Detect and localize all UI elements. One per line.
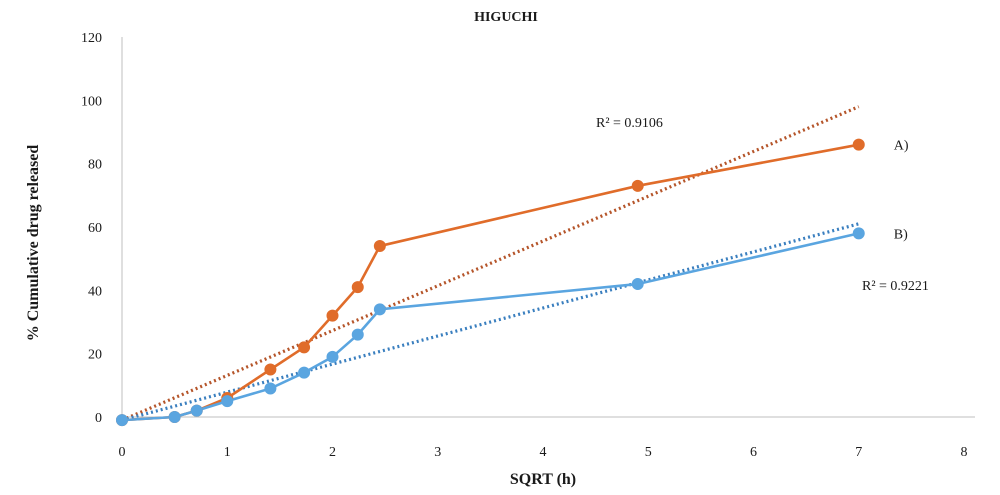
data-point-b xyxy=(116,414,128,427)
data-point-b xyxy=(631,278,644,290)
data-point-a xyxy=(373,240,386,252)
y-tick-label: 20 xyxy=(88,348,102,363)
series-label-a: A) xyxy=(894,139,909,154)
data-point-b xyxy=(373,303,386,316)
x-tick-label: 3 xyxy=(434,445,441,460)
y-tick-label: 100 xyxy=(81,94,102,109)
trendline-b xyxy=(121,222,860,422)
data-point-b xyxy=(221,395,234,408)
trendline-a xyxy=(121,105,860,422)
data-point-a xyxy=(326,309,339,322)
y-axis-label: % Cumulative drug released xyxy=(25,145,42,342)
y-tick-label: 120 xyxy=(81,31,102,46)
data-point-a xyxy=(631,179,644,192)
data-point-b xyxy=(168,411,181,423)
r-squared-b: R² = 0.9221 xyxy=(862,279,929,294)
x-tick-label: 4 xyxy=(540,445,547,460)
series-line-a xyxy=(121,143,859,422)
x-tick-label: 8 xyxy=(961,445,968,460)
data-point-b xyxy=(326,350,339,363)
y-tick-label: 40 xyxy=(88,284,102,299)
x-tick-label: 7 xyxy=(855,445,862,460)
r-squared-a: R² = 0.9106 xyxy=(596,116,663,131)
data-point-b xyxy=(190,404,203,417)
series-label-b: B) xyxy=(894,227,908,242)
x-tick-label: 0 xyxy=(119,445,126,460)
data-point-b xyxy=(351,328,364,341)
data-point-a xyxy=(852,138,865,151)
x-tick-label: 2 xyxy=(329,445,336,460)
data-point-b xyxy=(298,366,311,379)
data-point-b xyxy=(264,382,277,395)
data-point-a xyxy=(298,341,311,354)
data-point-b xyxy=(852,227,865,240)
x-tick-label: 6 xyxy=(750,445,757,460)
series-line-b xyxy=(121,232,860,422)
x-axis-label: SQRT (h) xyxy=(510,471,576,488)
y-tick-label: 80 xyxy=(88,158,102,173)
x-tick-label: 1 xyxy=(224,445,231,460)
chart-title: HIGUCHI xyxy=(474,10,538,25)
data-point-a xyxy=(264,363,277,376)
x-tick-label: 5 xyxy=(645,445,652,460)
y-tick-label: 0 xyxy=(95,411,102,426)
y-tick-label: 60 xyxy=(88,221,102,236)
data-point-a xyxy=(351,281,364,294)
